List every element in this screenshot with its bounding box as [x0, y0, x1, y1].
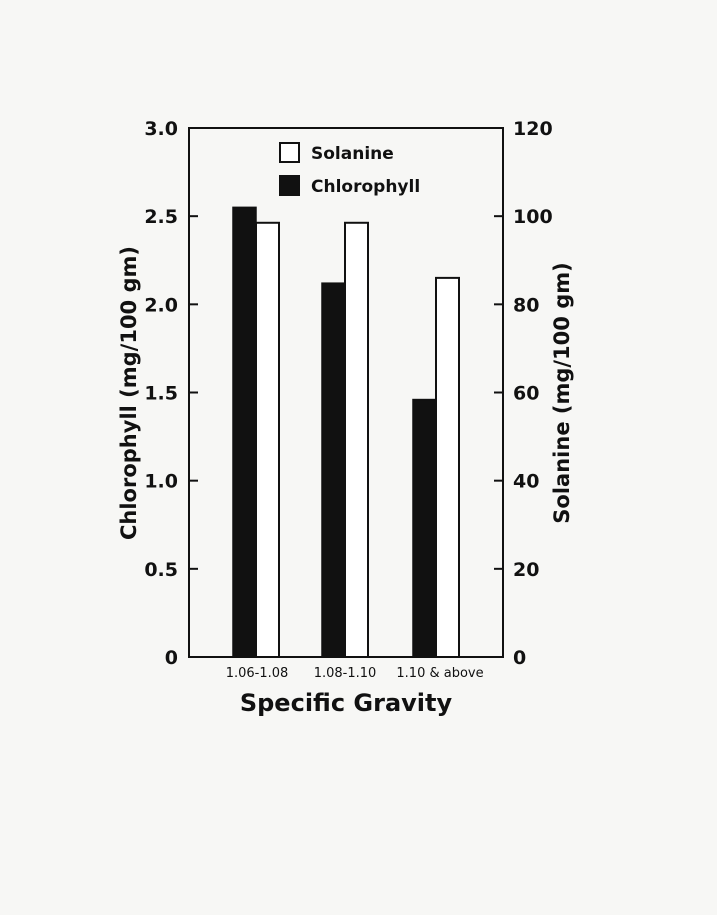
bar-solanine: [344, 221, 369, 658]
x-axis: 1.06-1.08 1.08-1.10 1.10 & above: [226, 666, 484, 681]
left-tick-label: 1.5: [144, 383, 178, 405]
y-right-axis-title: Solanine (mg/100 gm): [550, 262, 574, 523]
left-tick-label: 2.0: [144, 294, 178, 316]
left-tick-label: 3.0: [144, 118, 178, 140]
right-tick-label: 100: [513, 206, 553, 228]
bar-chlorophyll: [232, 206, 257, 658]
bar-chlorophyll: [321, 282, 346, 658]
x-axis-title: Specific Gravity: [240, 689, 453, 717]
bar-solanine: [255, 221, 280, 658]
bars: [232, 206, 460, 658]
right-axis: 0 20 40 60 80 100 120: [494, 118, 553, 669]
legend-label: Solanine: [311, 144, 394, 164]
left-tick-label: 0: [165, 647, 178, 669]
right-tick-label: 0: [513, 647, 526, 669]
legend-swatch: [279, 175, 300, 196]
y-left-axis-title: Chlorophyll (mg/100 gm): [117, 246, 141, 540]
x-category-label: 1.10 & above: [396, 666, 483, 681]
left-tick-label: 2.5: [144, 206, 178, 228]
bar-solanine: [435, 276, 460, 658]
x-category-label: 1.08-1.10: [314, 666, 377, 681]
right-tick-label: 20: [513, 559, 539, 581]
left-tick-label: 1.0: [144, 471, 178, 493]
right-tick-label: 60: [513, 383, 539, 405]
right-tick-label: 40: [513, 471, 539, 493]
x-category-label: 1.06-1.08: [226, 666, 289, 681]
legend-label: Chlorophyll: [311, 177, 420, 197]
bar-chlorophyll: [412, 398, 437, 658]
right-tick-label: 80: [513, 294, 539, 316]
legend-swatch: [279, 142, 300, 163]
left-axis: 0 0.5 1.0 1.5 2.0 2.5 3.0: [144, 118, 198, 669]
legend: Solanine Chlorophyll: [279, 142, 420, 197]
right-tick-label: 120: [513, 118, 553, 140]
left-tick-label: 0.5: [144, 559, 178, 581]
